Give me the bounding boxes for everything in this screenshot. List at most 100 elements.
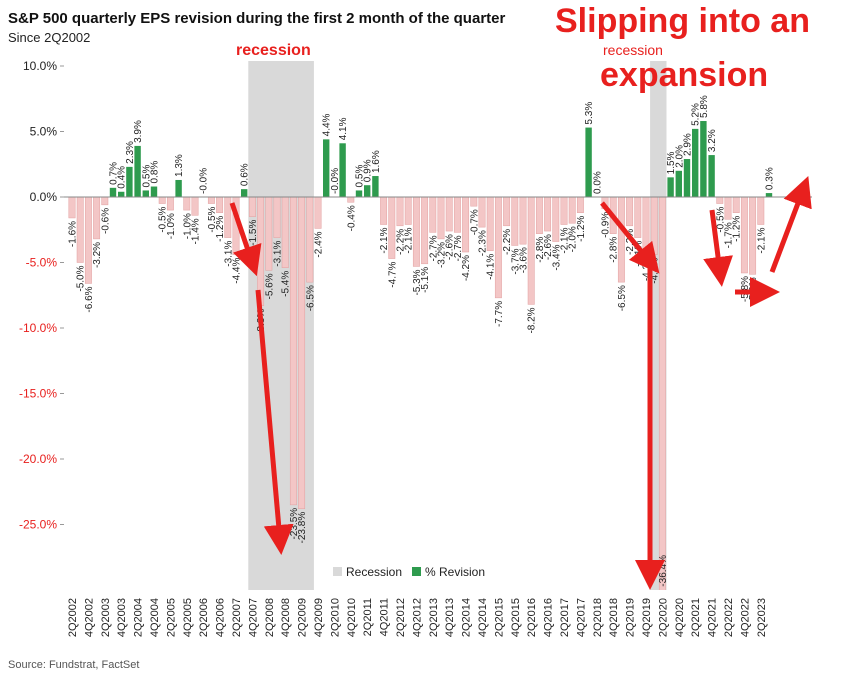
arrows	[229, 175, 812, 590]
x-tick-label: 2Q2023	[756, 598, 768, 637]
data-label: 0.3%	[765, 167, 776, 190]
x-tick-label: 4Q2007	[247, 598, 259, 637]
data-label: 0.8%	[150, 161, 161, 184]
data-label: -2.6%	[543, 234, 554, 260]
x-tick-label: 4Q2010	[346, 598, 358, 637]
bar	[126, 166, 133, 197]
bar	[708, 155, 715, 197]
annotation: recession	[603, 42, 663, 58]
x-tick-label: 2Q2017	[559, 598, 571, 637]
bar	[142, 190, 149, 197]
data-label: 1.5%	[666, 151, 677, 174]
bar	[470, 196, 478, 207]
data-label: -2.4%	[314, 231, 325, 257]
x-tick-label: 4Q2019	[641, 598, 653, 637]
y-tick-label: -5.0%	[26, 256, 58, 270]
bar	[93, 196, 101, 240]
data-label: -2.1%	[379, 227, 390, 253]
x-tick-label: 4Q2014	[477, 598, 489, 637]
legend-label: % Revision	[425, 565, 485, 579]
data-label: -3.4%	[551, 244, 562, 270]
data-label: -0.5%	[207, 206, 218, 232]
data-label: -2.1%	[756, 227, 767, 253]
data-label: -2.1%	[404, 227, 415, 253]
source: Source: Fundstrat, FactSet	[8, 659, 139, 671]
data-label: 4.1%	[338, 117, 349, 140]
legend-swatch	[333, 567, 342, 576]
x-tick-label: 4Q2013	[444, 598, 456, 637]
data-label: -6.5%	[305, 285, 316, 311]
x-tick-label: 2Q2018	[592, 598, 604, 637]
data-label: -2.0%	[568, 226, 579, 252]
data-label: -4.2%	[461, 255, 472, 281]
data-label: -1.2%	[576, 216, 587, 242]
x-tick-label: 4Q2020	[674, 598, 686, 637]
data-label: -6.6%	[84, 286, 95, 312]
bar	[626, 196, 634, 227]
bar	[257, 196, 265, 306]
data-label: 3.9%	[133, 120, 144, 143]
bar	[372, 176, 379, 197]
y-tick-label: 0.0%	[30, 190, 58, 204]
data-label: 0.5%	[141, 165, 152, 188]
data-label: 0.7%	[109, 162, 120, 185]
bar	[289, 196, 297, 506]
x-tick-label: 2Q2020	[657, 598, 669, 637]
data-label: -0.9%	[601, 212, 612, 238]
bar	[323, 139, 330, 197]
bar	[68, 196, 76, 219]
bar	[716, 196, 724, 204]
bar	[207, 196, 215, 204]
x-tick-label: 2Q2016	[526, 598, 538, 637]
bar	[700, 121, 707, 197]
bar	[183, 196, 191, 211]
bar	[191, 196, 199, 216]
data-label: -2.2%	[502, 229, 513, 255]
y-tick-label: -20.0%	[19, 452, 57, 466]
data-label: -1.2%	[215, 216, 226, 242]
bar	[241, 189, 248, 197]
bar	[757, 196, 765, 225]
bar	[675, 170, 682, 197]
x-tick-label: 4Q2002	[83, 598, 95, 637]
bar	[101, 196, 109, 206]
data-label: -0.4%	[346, 205, 357, 231]
bar	[355, 190, 363, 197]
bar	[248, 196, 256, 217]
data-label: -23.8%	[297, 512, 308, 544]
data-label: 0.4%	[117, 166, 128, 189]
bar	[544, 196, 552, 232]
bar	[732, 196, 740, 213]
data-label: 1.6%	[371, 150, 382, 173]
x-tick-label: 2Q2009	[297, 598, 309, 637]
data-label: -4.7%	[387, 261, 398, 287]
bar	[692, 128, 699, 197]
bar	[667, 177, 674, 197]
bar	[765, 193, 773, 197]
data-label: -2.1%	[560, 227, 571, 253]
data-label: -5.4%	[281, 271, 292, 297]
data-label: -3.6%	[519, 247, 530, 273]
x-tick-label: 4Q2016	[543, 598, 555, 637]
bar	[265, 196, 273, 271]
bar	[560, 196, 568, 225]
y-tick-label: -15.0%	[19, 387, 57, 401]
bar	[437, 196, 445, 240]
data-label: -0.0%	[199, 168, 210, 194]
bar	[118, 191, 125, 197]
x-tick-label: 4Q2017	[575, 598, 587, 637]
data-label: -8.2%	[527, 307, 538, 333]
x-tick-label: 2Q2002	[67, 598, 79, 637]
x-tick-label: 4Q2015	[510, 598, 522, 637]
data-label: -2.8%	[535, 237, 546, 263]
data-label: -5.0%	[76, 265, 87, 291]
data-label: -1.6%	[68, 221, 79, 247]
data-label: -4.1%	[486, 254, 497, 280]
data-label: -1.0%	[182, 213, 193, 239]
x-tick-label: 2Q2004	[133, 598, 145, 637]
data-label: 0.6%	[240, 163, 251, 186]
bar	[749, 196, 757, 275]
bar	[650, 196, 658, 255]
data-label: 5.2%	[691, 103, 702, 126]
data-label: -3.2%	[92, 242, 103, 268]
